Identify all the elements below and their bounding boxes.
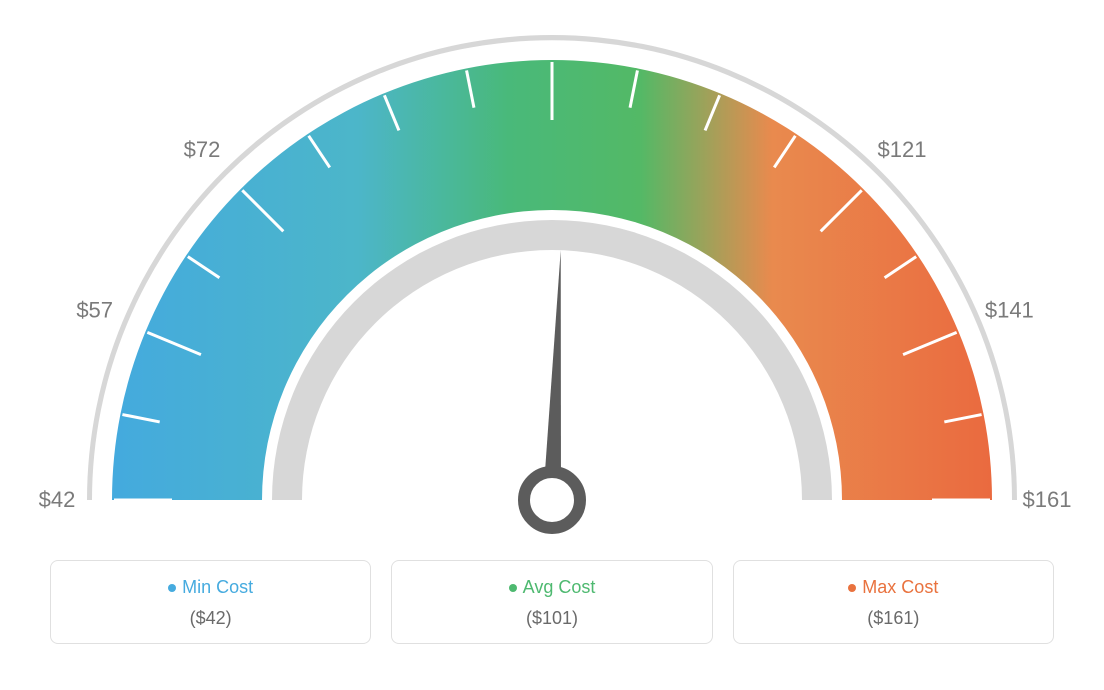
scale-label: $42: [39, 487, 76, 512]
scale-label: $57: [76, 298, 113, 323]
legend-avg-dot: [509, 584, 517, 592]
legend-min-box: Min Cost ($42): [50, 560, 371, 644]
scale-label: $141: [985, 298, 1034, 323]
legend-min-dot: [168, 584, 176, 592]
scale-label: $121: [878, 137, 927, 162]
legend-max-dot: [848, 584, 856, 592]
legend-min-label-text: Min Cost: [182, 577, 253, 597]
legend-max-label-text: Max Cost: [862, 577, 938, 597]
legend-row: Min Cost ($42) Avg Cost ($101) Max Cost …: [20, 560, 1084, 644]
legend-max-box: Max Cost ($161): [733, 560, 1054, 644]
gauge-needle: [543, 250, 561, 500]
legend-max-value: ($161): [746, 608, 1041, 629]
gauge-hub: [524, 472, 580, 528]
legend-avg-value: ($101): [404, 608, 699, 629]
gauge-area: $42$57$72$101$121$141$161: [20, 20, 1084, 550]
legend-avg-label-text: Avg Cost: [523, 577, 596, 597]
scale-label: $161: [1023, 487, 1072, 512]
legend-max-label: Max Cost: [746, 577, 1041, 598]
cost-gauge-chart: $42$57$72$101$121$141$161 Min Cost ($42)…: [20, 20, 1084, 670]
scale-label: $72: [184, 137, 221, 162]
legend-min-value: ($42): [63, 608, 358, 629]
legend-avg-label: Avg Cost: [404, 577, 699, 598]
gauge-svg: $42$57$72$101$121$141$161: [20, 20, 1084, 560]
legend-min-label: Min Cost: [63, 577, 358, 598]
legend-avg-box: Avg Cost ($101): [391, 560, 712, 644]
